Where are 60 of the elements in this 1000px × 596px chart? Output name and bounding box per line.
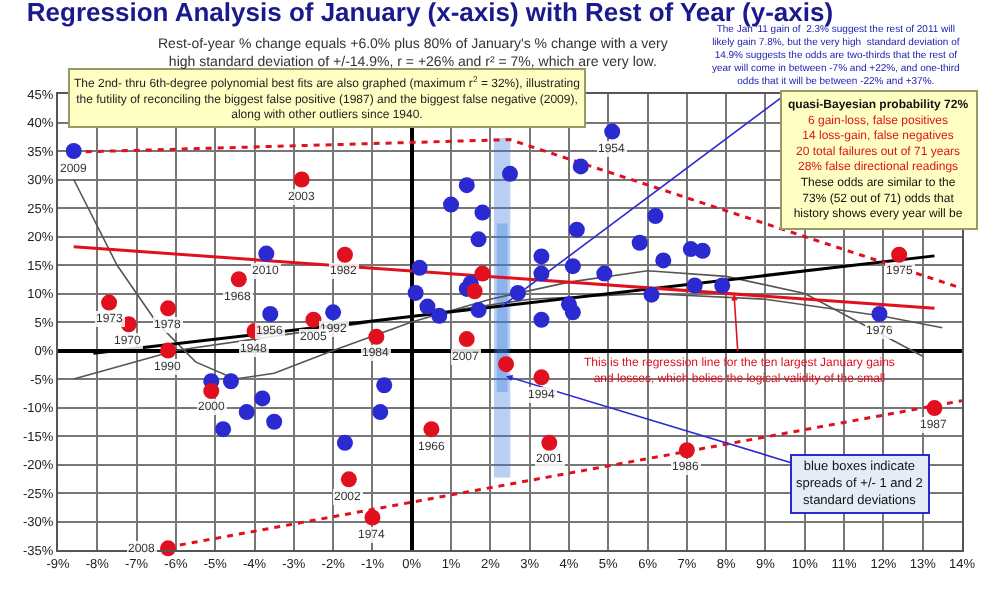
- point: [215, 421, 232, 438]
- point: [655, 252, 672, 269]
- point: [407, 284, 424, 301]
- point: [678, 442, 695, 459]
- point: [419, 298, 436, 315]
- chart-title: Regression Analysis of January (x-axis) with Rest of Year (y-axis): [26, 0, 834, 28]
- point: [305, 311, 322, 328]
- point: [643, 286, 660, 303]
- point: [325, 304, 342, 321]
- point: [160, 300, 177, 317]
- point: [376, 377, 393, 394]
- point: [431, 307, 448, 324]
- point: [258, 245, 275, 262]
- point: [254, 390, 271, 407]
- point: [203, 382, 220, 399]
- point: [340, 471, 357, 488]
- point: [474, 204, 491, 221]
- point: [470, 231, 487, 248]
- point: [647, 207, 664, 224]
- point: [926, 400, 943, 417]
- point: [411, 259, 428, 276]
- point: [368, 328, 385, 345]
- point: [65, 143, 82, 159]
- point: [694, 242, 711, 259]
- point: [533, 369, 550, 386]
- point: [714, 277, 731, 294]
- point: [470, 302, 487, 319]
- point: [101, 294, 118, 311]
- point: [293, 171, 310, 188]
- point: [364, 509, 381, 526]
- point: [474, 265, 491, 282]
- point: [564, 258, 581, 275]
- point: [498, 356, 515, 373]
- point: [533, 311, 550, 328]
- point: [458, 177, 475, 194]
- point: [336, 246, 353, 263]
- point: [160, 342, 177, 359]
- point: [238, 404, 255, 421]
- point: [458, 331, 475, 348]
- point: [596, 265, 613, 282]
- point: [871, 306, 888, 323]
- point: [502, 165, 518, 182]
- point: [336, 434, 353, 451]
- point: [572, 158, 589, 175]
- point: [230, 271, 247, 288]
- point: [891, 246, 908, 263]
- point: [262, 306, 279, 323]
- point: [372, 404, 389, 421]
- point: [423, 421, 440, 438]
- point: [686, 277, 703, 294]
- point: [466, 283, 483, 300]
- point: [604, 123, 621, 140]
- point: [568, 221, 585, 238]
- point: [631, 234, 648, 251]
- point: [541, 434, 558, 451]
- point: [564, 304, 581, 321]
- point: [533, 248, 550, 265]
- point: [443, 196, 460, 213]
- point: [266, 413, 283, 430]
- point: [222, 373, 239, 390]
